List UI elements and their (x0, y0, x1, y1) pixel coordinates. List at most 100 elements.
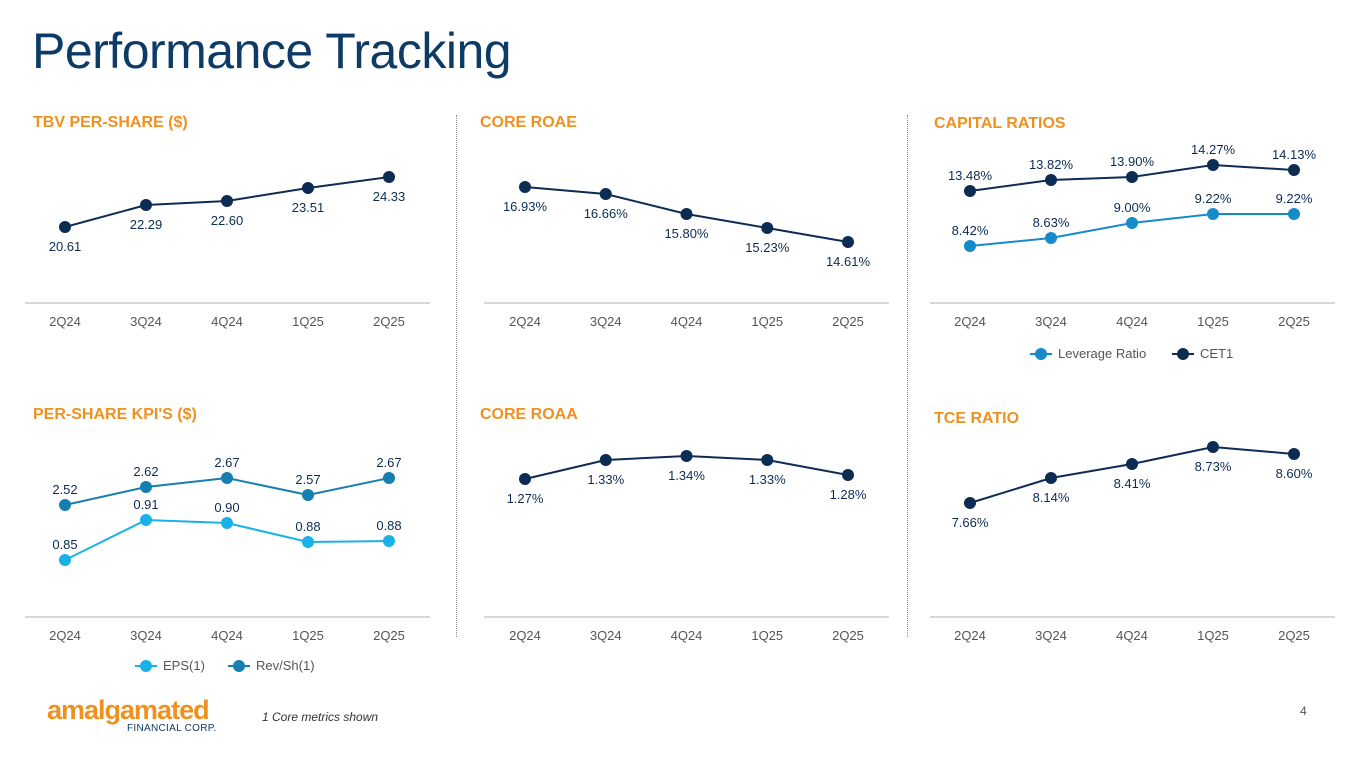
data-point (761, 222, 774, 234)
x-tick-label: 4Q24 (671, 628, 703, 643)
data-label: 14.61% (826, 254, 871, 269)
data-point (842, 236, 854, 248)
data-point (964, 240, 976, 252)
data-label: 2.52 (52, 482, 77, 497)
data-label: 8.73% (1195, 459, 1232, 474)
legend-item-leverage-ratio: Leverage Ratio (1030, 346, 1146, 361)
data-point (221, 195, 233, 207)
data-point (1126, 217, 1138, 229)
data-label: 15.80% (664, 226, 709, 241)
chart-title-tce-ratio: TCE RATIO (934, 410, 1020, 427)
chart-capital-ratios: 2Q24 3Q24 4Q24 1Q25 2Q25 8.42% 8.63% 9.00% 9.22%… (930, 142, 1335, 361)
data-point (140, 481, 152, 493)
data-label: 7.66% (952, 515, 989, 530)
data-label: 0.88 (295, 519, 320, 534)
page-title: Performance Tracking (32, 23, 512, 79)
data-point (680, 208, 693, 220)
data-point (140, 514, 152, 526)
data-label: 8.41% (1114, 476, 1151, 491)
data-point (383, 472, 395, 484)
data-point (383, 171, 395, 183)
chart-title-roae: CORE ROAE (480, 114, 577, 131)
x-tick-label: 2Q25 (832, 314, 864, 329)
x-tick-label: 3Q24 (1035, 628, 1067, 643)
chart-core-roae: 2Q24 3Q24 4Q24 1Q25 2Q25 16.93% 16.66% 15.80% 15… (484, 181, 889, 329)
data-point (221, 517, 233, 529)
data-label: 0.88 (376, 518, 401, 533)
x-tick-label: 1Q25 (1197, 628, 1229, 643)
chart-per-share-kpis: 2Q24 3Q24 4Q24 1Q25 2Q25 0.85 0.91 0.90 0.88 0.88… (25, 455, 430, 673)
x-tick-label: 1Q25 (751, 628, 783, 643)
data-point (680, 450, 693, 462)
chart-tce-ratio: 2Q24 3Q24 4Q24 1Q25 2Q25 7.66% 8.14% 8.41% 8.73%… (930, 441, 1335, 643)
data-point (1207, 208, 1219, 220)
chart-title-capital-ratios: CAPITAL RATIOS (934, 115, 1066, 132)
data-point (140, 199, 152, 211)
data-point (1288, 208, 1300, 220)
svg-text:CET1: CET1 (1200, 346, 1233, 361)
data-point (1045, 174, 1057, 186)
data-point (302, 489, 314, 501)
x-tick-label: 2Q24 (509, 314, 541, 329)
logo-subtitle: FINANCIAL CORP. (127, 723, 217, 734)
chart-title-per-share-kpis: PER-SHARE KPI'S ($) (33, 406, 197, 423)
data-label: 15.23% (745, 240, 790, 255)
data-point (59, 221, 71, 233)
data-label: 8.60% (1276, 466, 1313, 481)
x-tick-label: 4Q24 (671, 314, 703, 329)
data-label: 1.28% (830, 487, 867, 502)
x-tick-label: 4Q24 (1116, 628, 1148, 643)
data-label: 0.91 (133, 497, 158, 512)
data-point (599, 454, 612, 466)
page-number: 4 (1300, 704, 1307, 718)
data-label: 2.67 (376, 455, 401, 470)
data-point (1045, 472, 1057, 484)
data-point (599, 188, 612, 200)
data-point (1207, 159, 1219, 171)
x-tick-label: 3Q24 (590, 628, 622, 643)
data-label: 16.93% (503, 199, 548, 214)
data-label: 1.34% (668, 468, 705, 483)
svg-text:Rev/Sh(1): Rev/Sh(1) (256, 658, 315, 673)
svg-text:Leverage Ratio: Leverage Ratio (1058, 346, 1146, 361)
column-divider-right (907, 115, 908, 637)
legend-item-cet1: CET1 (1172, 346, 1233, 361)
x-tick-label: 1Q25 (292, 314, 324, 329)
data-label: 2.67 (214, 455, 239, 470)
legend-item-eps-1-: EPS(1) (135, 658, 205, 673)
data-label: 1.33% (587, 472, 624, 487)
data-label: 1.33% (749, 472, 786, 487)
x-tick-label: 2Q25 (1278, 628, 1310, 643)
x-tick-label: 4Q24 (211, 314, 243, 329)
x-tick-label: 3Q24 (590, 314, 622, 329)
data-label: 22.60 (211, 213, 244, 228)
data-label: 0.90 (214, 500, 239, 515)
data-label: 9.00% (1114, 200, 1151, 215)
x-tick-label: 4Q24 (211, 628, 243, 643)
column-divider-left (456, 115, 457, 637)
data-label: 2.62 (133, 464, 158, 479)
x-tick-label: 1Q25 (1197, 314, 1229, 329)
data-label: 23.51 (292, 200, 325, 215)
logo-wordmark: amalgamated (47, 695, 210, 725)
data-label: 8.63% (1033, 215, 1070, 230)
data-point (964, 497, 976, 509)
data-label: 24.33 (373, 189, 406, 204)
data-point (383, 535, 395, 547)
x-tick-label: 2Q24 (954, 628, 986, 643)
data-point (1126, 171, 1138, 183)
company-logo: amalgamated FINANCIAL CORP. (47, 695, 227, 735)
data-point (761, 454, 774, 466)
data-label: 22.29 (130, 217, 163, 232)
data-point (842, 469, 854, 481)
data-point (1045, 232, 1057, 244)
data-label: 0.85 (52, 537, 77, 552)
legend-item-rev-sh-1-: Rev/Sh(1) (228, 658, 315, 673)
data-point (1207, 441, 1219, 453)
x-tick-label: 1Q25 (751, 314, 783, 329)
data-point (1126, 458, 1138, 470)
data-point (59, 554, 71, 566)
data-point (302, 536, 314, 548)
data-label: 14.27% (1191, 142, 1236, 157)
x-tick-label: 3Q24 (130, 314, 162, 329)
